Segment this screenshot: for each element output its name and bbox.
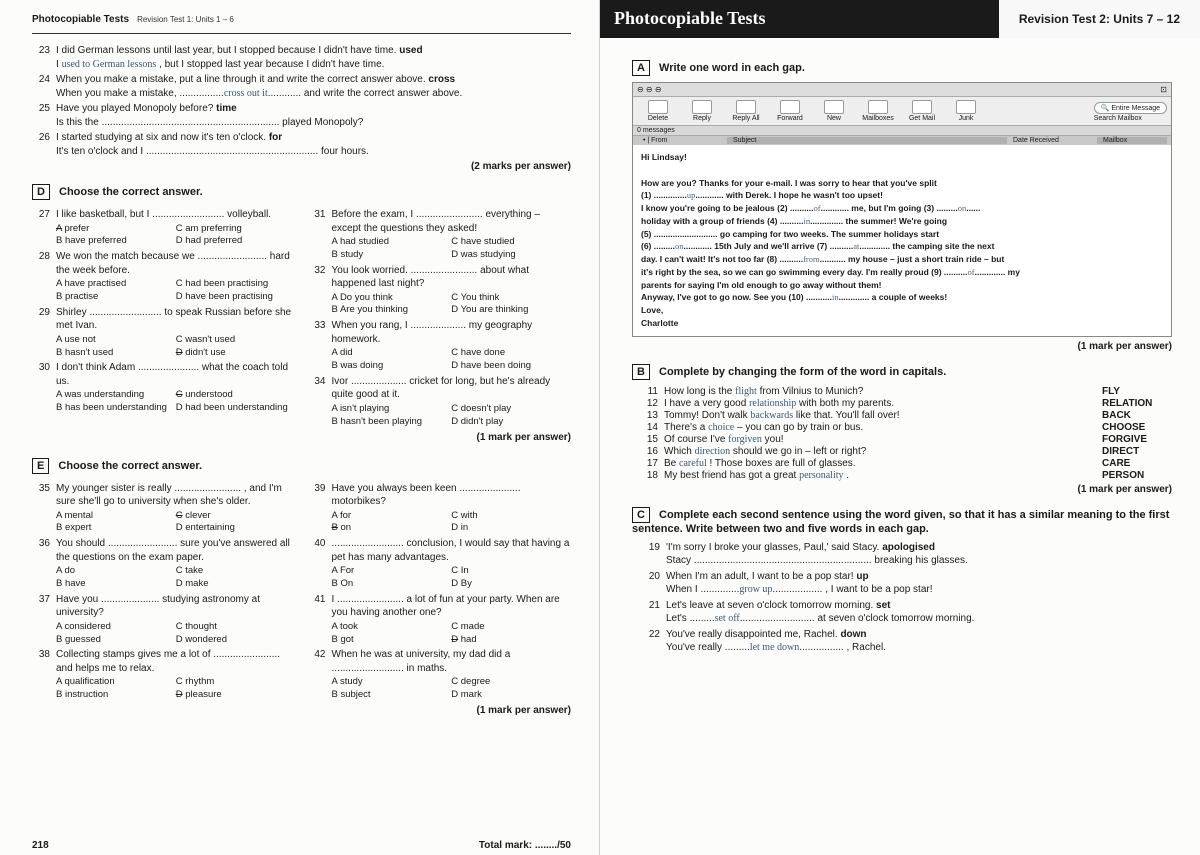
section-e-head: E Choose the correct answer.	[32, 458, 571, 474]
new-button[interactable]: New	[813, 100, 855, 122]
marks-2pa: (2 marks per answer)	[32, 161, 571, 172]
q25: 25 Have you played Monopoly before? time…	[32, 102, 571, 129]
q23: 23 I did German lessons until last year,…	[32, 44, 571, 71]
section-c-head: C Complete each second sentence using th…	[632, 507, 1172, 535]
email-client: ⊖ ⊖ ⊖⊡ Delete Reply Reply All Forward Ne…	[632, 82, 1172, 337]
reply-button[interactable]: Reply	[681, 100, 723, 122]
mc-statusrow: 0 messages	[633, 126, 1171, 136]
q26: 26 I started studying at six and now it'…	[32, 131, 571, 158]
get-mail-icon	[912, 100, 932, 114]
junk-icon	[956, 100, 976, 114]
delete-icon	[648, 100, 668, 114]
email-body: Hi Lindsay! How are you? Thanks for your…	[633, 145, 1171, 336]
total-mark: Total mark: ......../50	[479, 840, 571, 851]
mc-columns: • | From Subject Date Received Mailbox	[633, 136, 1171, 145]
page-number: 218	[32, 840, 49, 851]
mc-titlebar: ⊖ ⊖ ⊖⊡	[633, 83, 1171, 97]
reply-icon	[692, 100, 712, 114]
hdr-sub: Revision Test 1: Units 1 – 6	[137, 15, 234, 24]
q24: 24 When you make a mistake, put a line t…	[32, 73, 571, 100]
mc-search: 🔍 Entire Message Search Mailbox	[1094, 102, 1167, 122]
mc-toolbar: Delete Reply Reply All Forward New Mailb…	[633, 97, 1171, 126]
forward-icon	[780, 100, 800, 114]
get-mail-button[interactable]: Get Mail	[901, 100, 943, 122]
section-c-body: 19'I'm sorry I broke your glasses, Paul,…	[632, 541, 1172, 655]
left-page: Photocopiable Tests Revision Test 1: Uni…	[0, 0, 600, 855]
hdr-title: Photocopiable Tests	[32, 14, 129, 25]
entire-message-pill[interactable]: 🔍 Entire Message	[1094, 102, 1167, 114]
left-header: Photocopiable Tests Revision Test 1: Uni…	[32, 14, 571, 25]
section-b-body: 11How long is the flight from Vilnius to…	[632, 386, 1172, 481]
mailboxes-icon	[868, 100, 888, 114]
section-b-head: B Complete by changing the form of the w…	[632, 364, 1172, 380]
section-d-head: D Choose the correct answer.	[32, 184, 571, 200]
new-icon	[824, 100, 844, 114]
forward-button[interactable]: Forward	[769, 100, 811, 122]
reply-all-icon	[736, 100, 756, 114]
right-page: Photocopiable Tests Revision Test 2: Uni…	[600, 0, 1200, 855]
header-rule	[32, 33, 571, 34]
mailboxes-button[interactable]: Mailboxes	[857, 100, 899, 122]
junk-button[interactable]: Junk	[945, 100, 987, 122]
section-d-body: 27I like basketball, but I .............…	[32, 206, 571, 446]
reply-all-button[interactable]: Reply All	[725, 100, 767, 122]
section-e-body: 35My younger sister is really ..........…	[32, 480, 571, 720]
delete-button[interactable]: Delete	[637, 100, 679, 122]
section-a-head: A Write one word in each gap.	[632, 60, 1172, 76]
banner: Photocopiable Tests Revision Test 2: Uni…	[600, 0, 1200, 38]
